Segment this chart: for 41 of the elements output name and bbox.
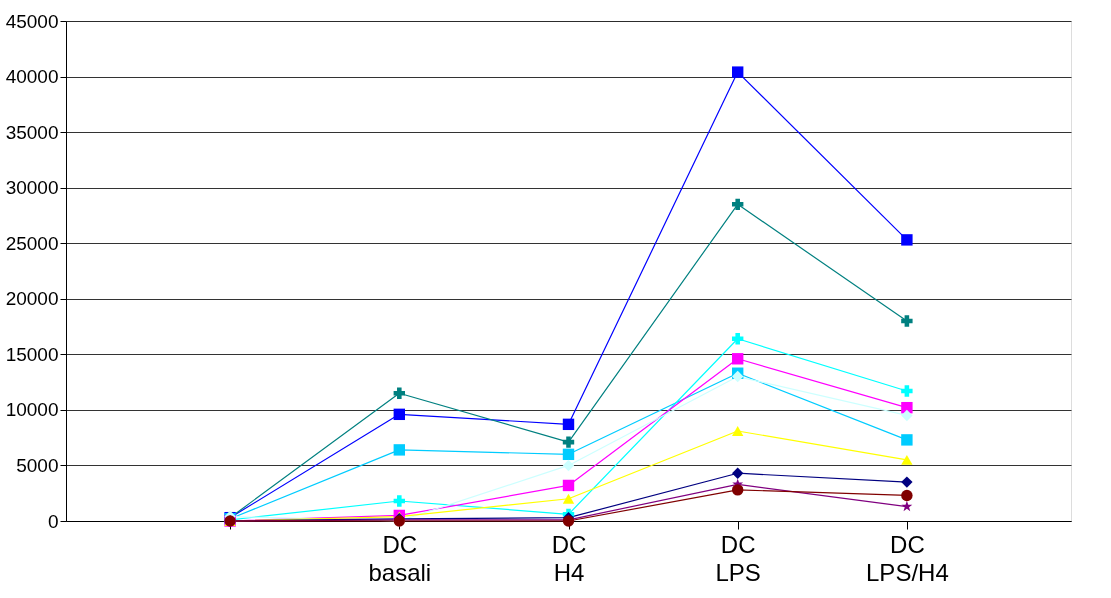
point	[901, 385, 913, 397]
point	[393, 387, 406, 399]
point	[731, 333, 744, 345]
point	[562, 448, 575, 461]
point	[901, 489, 913, 502]
point	[901, 234, 913, 246]
point	[731, 198, 744, 211]
x-tick-label: DC basali	[368, 530, 432, 586]
point	[731, 426, 744, 436]
point	[562, 479, 575, 492]
point	[901, 454, 913, 465]
y-tick-label: 20000	[5, 288, 59, 310]
y-tick-label: 25000	[5, 232, 59, 254]
y-tick-label: 35000	[5, 121, 59, 143]
point	[731, 467, 744, 479]
point	[393, 495, 406, 507]
point	[901, 315, 913, 327]
point	[731, 66, 744, 78]
point	[731, 484, 744, 496]
y-tick-label: 40000	[5, 66, 59, 88]
point	[562, 493, 575, 504]
point	[393, 408, 406, 421]
y-tick-label: 15000	[5, 343, 59, 365]
y-tick-label: 30000	[5, 177, 59, 199]
point	[562, 436, 575, 448]
point	[731, 353, 744, 365]
point	[731, 370, 744, 383]
x-tick-label: DC LPS/H4	[866, 530, 949, 586]
y-tick-label: 45000	[5, 10, 59, 32]
y-tick-label: 10000	[5, 399, 59, 421]
x-tick-label: DC LPS	[715, 530, 761, 586]
point	[901, 401, 913, 414]
point	[901, 476, 913, 488]
point	[901, 409, 913, 422]
point	[901, 434, 913, 446]
x-tick-label: DC H4	[551, 530, 587, 586]
y-tick-label: 0	[47, 510, 59, 532]
point	[562, 418, 575, 431]
point	[562, 459, 575, 472]
point	[393, 444, 406, 456]
y-tick-label: 5000	[16, 454, 59, 476]
